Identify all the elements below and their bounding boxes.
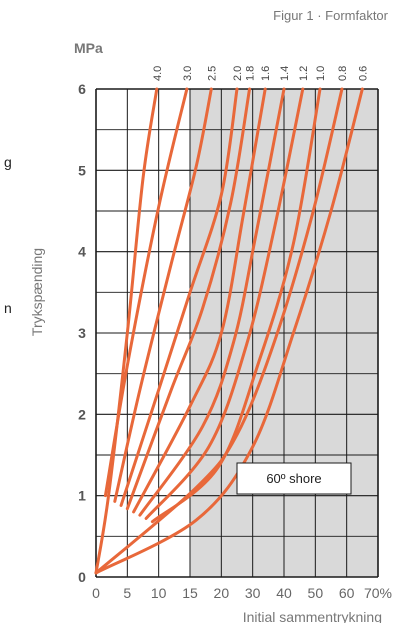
y-tick-label: 1 xyxy=(78,488,86,504)
y-unit-label: MPa xyxy=(74,40,103,56)
y-tick-label: 5 xyxy=(78,162,86,178)
series-curve-1-6 xyxy=(132,87,267,514)
x-tick-label: 70% xyxy=(364,585,392,601)
x-tick-label: 0 xyxy=(92,585,100,601)
y-tick-label: 4 xyxy=(78,244,86,260)
x-tick-label: 10 xyxy=(151,585,167,601)
series-label: 2.0 xyxy=(232,66,244,81)
series-curve-0-6 xyxy=(94,87,364,575)
x-tick-label: 50 xyxy=(308,585,324,601)
left-edge-text-b: n xyxy=(4,300,12,316)
series-curve-1-2 xyxy=(144,87,305,520)
series-curve-0-8 xyxy=(94,87,344,575)
y-tick-label: 6 xyxy=(78,81,86,97)
x-tick-label: 20 xyxy=(214,585,230,601)
x-axis-label: Initial sammentrykning xyxy=(243,609,382,623)
x-tick-label: 60 xyxy=(339,585,355,601)
x-tick-label: 40 xyxy=(276,585,292,601)
series-labels: 4.0 3.0 2.5 2.0 1.8 1.6 1.4 1.2 1.0 0.8 0.6 xyxy=(152,66,370,81)
series-curve-4-0 xyxy=(94,87,159,575)
series-curve-2-5 xyxy=(113,87,213,503)
series-label: 1.6 xyxy=(260,66,272,81)
series-label: 0.6 xyxy=(357,66,369,81)
series-label: 1.0 xyxy=(315,66,327,81)
series-label: 3.0 xyxy=(182,66,194,81)
series-curve-1-4 xyxy=(138,87,286,517)
annotation-box xyxy=(236,462,352,495)
series-label: 4.0 xyxy=(152,66,164,81)
series-curves xyxy=(94,87,364,575)
annotation-label: 60º shore xyxy=(266,471,321,486)
x-tick-label: 5 xyxy=(123,585,131,601)
x-tick-label: 15 xyxy=(182,585,198,601)
y-tick-label: 0 xyxy=(78,569,86,585)
y-tick-label: 2 xyxy=(78,406,86,422)
series-curve-3-0 xyxy=(103,87,189,498)
x-tick-label: 30 xyxy=(245,585,261,601)
series-label: 1.4 xyxy=(279,66,291,81)
series-label: 1.8 xyxy=(245,66,257,81)
series-label: 1.2 xyxy=(298,66,310,81)
series-label: 0.8 xyxy=(337,66,349,81)
tick-labels: 0 5 10 15 20 30 40 50 60 70% 0 1 2 3 4 5 6 xyxy=(78,81,392,601)
series-curve-1-8 xyxy=(125,87,252,511)
series-label: 2.5 xyxy=(206,66,218,81)
chart-title: Figur 1 · Formfaktor xyxy=(273,8,389,23)
left-edge-text-a: g xyxy=(4,154,12,170)
series-curve-1-0 xyxy=(150,87,322,524)
y-tick-label: 3 xyxy=(78,325,86,341)
y-axis-label: Trykspænding xyxy=(29,248,45,336)
series-curve-2-0 xyxy=(119,87,239,507)
